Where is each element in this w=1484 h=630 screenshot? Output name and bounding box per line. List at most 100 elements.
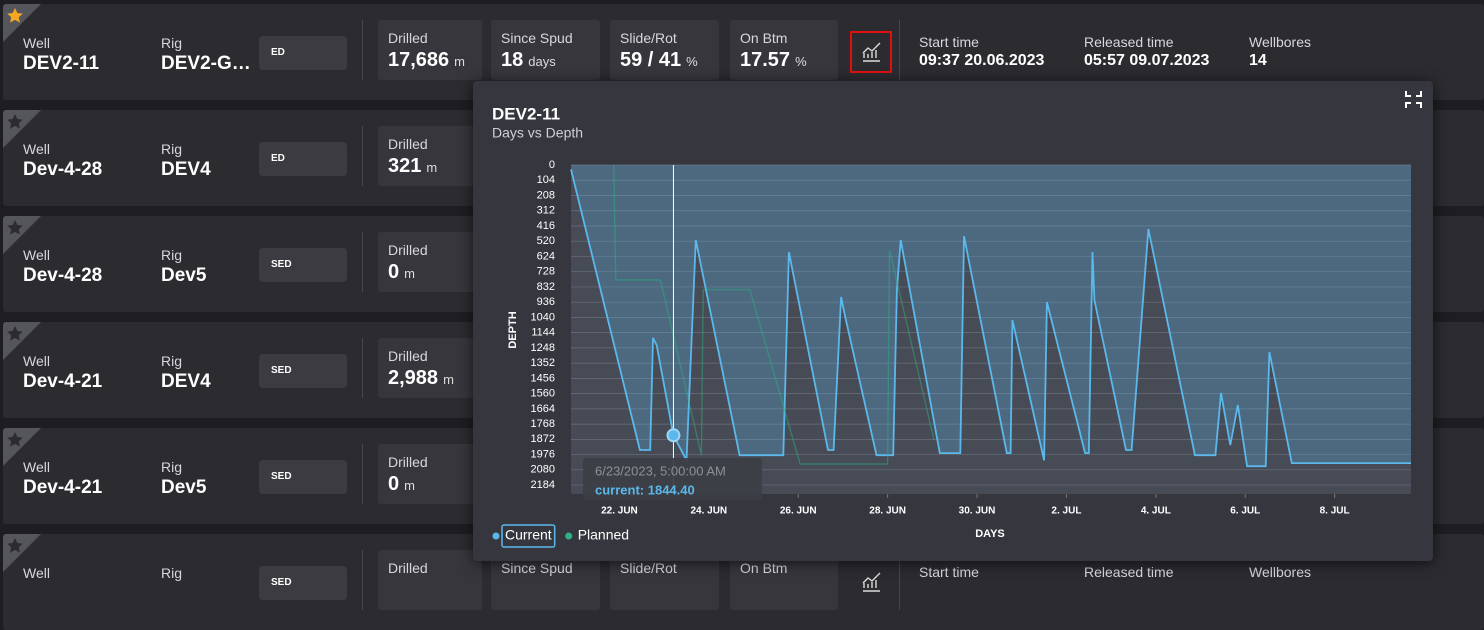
metric-box: Slide/Rot 59 / 41% bbox=[610, 20, 719, 80]
favorite-star[interactable] bbox=[3, 110, 43, 150]
metric-label: Drilled bbox=[388, 560, 428, 576]
legend-label[interactable]: Planned bbox=[578, 527, 629, 543]
y-tick-label: 520 bbox=[537, 235, 555, 247]
metric-box: Drilled 17,686 m bbox=[378, 20, 482, 80]
series-line bbox=[570, 169, 1411, 468]
x-tick-label: 24. JUN bbox=[690, 506, 727, 517]
chart-title: DEV2-11 bbox=[492, 104, 560, 123]
y-tick-label: 312 bbox=[537, 205, 555, 217]
y-tick-label: 1664 bbox=[531, 403, 555, 415]
x-tick-label: 28. JUN bbox=[869, 506, 906, 517]
expand-icon[interactable] bbox=[1405, 91, 1422, 108]
well: Dev-4-28 bbox=[23, 159, 103, 180]
metric-box: Drilled 0 m bbox=[378, 232, 482, 292]
well-label: Well bbox=[23, 247, 50, 263]
rig: DEV4 bbox=[161, 159, 211, 180]
status-badge: ED bbox=[259, 36, 347, 70]
metric-label: Slide/Rot bbox=[620, 30, 677, 46]
metric-number: 18 bbox=[501, 49, 524, 71]
info-label: Start time bbox=[919, 34, 979, 50]
well-label: Well bbox=[23, 565, 50, 581]
metric-unit: m bbox=[404, 478, 415, 493]
metric-value: 17.57% bbox=[740, 49, 807, 72]
y-tick-label: 1456 bbox=[531, 372, 555, 384]
chart-button[interactable] bbox=[850, 561, 892, 603]
favorite-star[interactable] bbox=[3, 4, 43, 44]
favorite-star[interactable] bbox=[3, 216, 43, 256]
favorite-star[interactable] bbox=[3, 322, 43, 362]
metric-unit: % bbox=[686, 54, 698, 69]
divider bbox=[899, 550, 900, 610]
status-text: ED bbox=[271, 47, 285, 58]
y-tick-label: 0 bbox=[549, 159, 555, 171]
y-tick-label: 1352 bbox=[531, 357, 555, 369]
favorite-star[interactable] bbox=[3, 428, 43, 468]
y-tick-label: 1872 bbox=[531, 433, 555, 445]
metric-number: 59 / 41 bbox=[620, 49, 682, 71]
well: Dev-4-21 bbox=[23, 371, 103, 392]
rig-label: Rig bbox=[161, 141, 183, 157]
status-badge: ED bbox=[259, 142, 347, 176]
metric-box: Drilled 321 m bbox=[378, 126, 482, 186]
y-tick-label: 208 bbox=[537, 189, 555, 201]
y-tick-label: 104 bbox=[537, 174, 555, 186]
metric-label: On Btm bbox=[740, 560, 788, 576]
status-badge: SED bbox=[259, 248, 347, 282]
legend-focus bbox=[501, 524, 556, 548]
metric-label: Drilled bbox=[388, 30, 428, 46]
status-text: SED bbox=[271, 365, 292, 376]
metric-label: Since Spud bbox=[501, 30, 573, 46]
y-tick-label: 1248 bbox=[531, 342, 555, 354]
y-tick-label: 2080 bbox=[531, 464, 555, 476]
info-value: 09:37 20.06.2023 bbox=[919, 52, 1045, 69]
info-label: Wellbores bbox=[1249, 564, 1311, 580]
rig-label: Rig bbox=[161, 247, 183, 263]
y-tick-label: 832 bbox=[537, 281, 555, 293]
divider bbox=[362, 126, 363, 186]
divider bbox=[899, 20, 900, 80]
info-value: 14 bbox=[1249, 52, 1267, 69]
rig-label: Rig bbox=[161, 353, 183, 369]
chart-button[interactable] bbox=[850, 31, 892, 73]
y-tick-label: 1040 bbox=[531, 311, 555, 323]
y-tick-label: 1144 bbox=[531, 327, 555, 339]
metric-label: Since Spud bbox=[501, 560, 573, 576]
chart-popup: DEV2-11 Days vs Depth DEPTH DAYS 0 104 208… bbox=[473, 81, 1433, 561]
status-badge: SED bbox=[259, 460, 347, 494]
well-label: Well bbox=[23, 35, 50, 51]
favorite-star[interactable] bbox=[3, 534, 43, 574]
metric-value: 59 / 41% bbox=[620, 49, 698, 72]
metric-number: 2,988 bbox=[388, 367, 439, 389]
well-card[interactable]: Well DEV2-11 Rig DEV2-G… ED Drilled 17,686 m Sin… bbox=[3, 4, 1484, 100]
metric-unit: m bbox=[443, 372, 454, 387]
page: Well DEV2-11 Rig DEV2-G… ED Drilled 17,686 m Sin… bbox=[3, 4, 1484, 630]
metric-label: Slide/Rot bbox=[620, 560, 677, 576]
y-tick-label: 728 bbox=[537, 266, 555, 278]
metric-box: Drilled 0 m bbox=[378, 444, 482, 504]
rig: Dev5 bbox=[161, 477, 207, 498]
chart-subtitle: Days vs Depth bbox=[492, 125, 583, 141]
tooltip-box bbox=[583, 458, 762, 500]
metric-number: 0 bbox=[388, 473, 400, 495]
y-tick-label: 1560 bbox=[531, 388, 555, 400]
y-tick-label: 936 bbox=[537, 296, 555, 308]
metric-label: Drilled bbox=[388, 348, 428, 364]
well-label: Well bbox=[23, 141, 50, 157]
rig-label: Rig bbox=[161, 459, 183, 475]
metric-label: Drilled bbox=[388, 454, 428, 470]
metric-unit: m bbox=[454, 54, 466, 69]
well: Dev-4-28 bbox=[23, 265, 103, 286]
status-text: SED bbox=[271, 471, 292, 482]
legend-label[interactable]: Current bbox=[505, 527, 552, 543]
metric-value: 321 m bbox=[388, 155, 437, 178]
y-tick-label: 416 bbox=[537, 220, 555, 232]
x-tick-label: 30. JUN bbox=[959, 506, 996, 517]
metric-label: On Btm bbox=[740, 30, 788, 46]
y-axis-label: DEPTH bbox=[507, 311, 519, 348]
series-line bbox=[613, 164, 935, 465]
series-area bbox=[571, 165, 1411, 467]
y-tick-label: 624 bbox=[537, 250, 555, 262]
metric-box: Drilled 2,988 m bbox=[378, 338, 482, 398]
